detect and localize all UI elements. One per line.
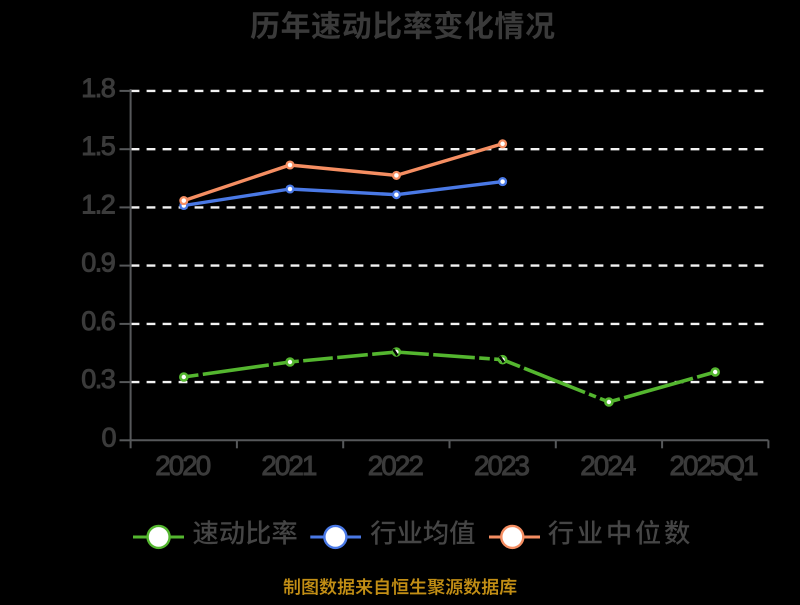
svg-text:2025Q1: 2025Q1 — [670, 450, 759, 481]
svg-text:2024: 2024 — [580, 450, 636, 481]
svg-text:1.5: 1.5 — [81, 131, 116, 161]
svg-text:2020: 2020 — [155, 450, 211, 481]
svg-text:0.6: 0.6 — [81, 306, 116, 336]
svg-text:1.8: 1.8 — [81, 73, 116, 103]
svg-text:0.9: 0.9 — [81, 248, 116, 278]
svg-text:0: 0 — [101, 422, 116, 452]
svg-text:2023: 2023 — [474, 450, 530, 481]
svg-text:2022: 2022 — [368, 450, 424, 481]
svg-text:1.2: 1.2 — [81, 189, 116, 219]
svg-text:0.3: 0.3 — [81, 364, 116, 394]
svg-text:2021: 2021 — [261, 450, 317, 481]
